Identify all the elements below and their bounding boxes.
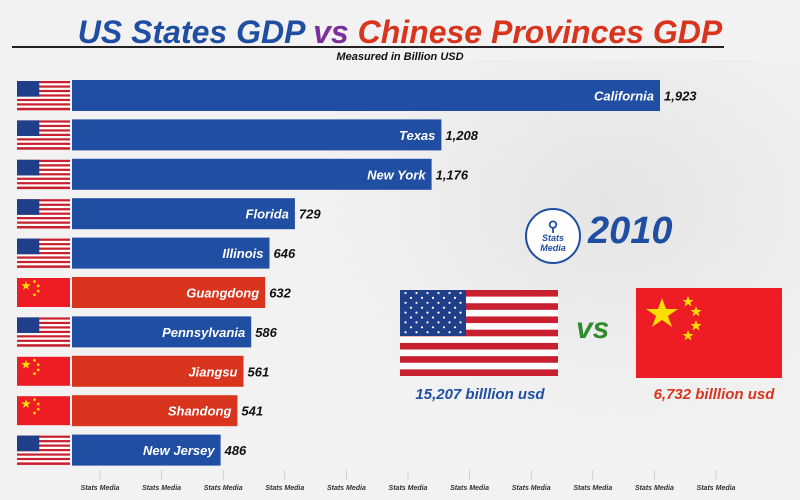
- china-flag-icon: [17, 396, 70, 426]
- footer-watermark-label: Stats Media: [81, 485, 120, 492]
- bar-value-new-york: 1,176: [436, 167, 469, 182]
- us-flag-icon: [17, 120, 70, 150]
- bar-label-florida: Florida: [246, 207, 289, 222]
- bar-value-shandong: 541: [241, 404, 263, 419]
- china-total-gdp: 6,732 billlion usd: [653, 386, 775, 403]
- bar-value-guangdong: 632: [269, 286, 291, 301]
- vs-label: vs: [576, 312, 610, 345]
- bar-label-guangdong: Guangdong: [186, 286, 259, 301]
- bar-value-new-jersey: 486: [224, 443, 247, 458]
- bar-value-jiangsu: 561: [248, 364, 270, 379]
- footer-watermark-label: Stats Media: [389, 485, 428, 492]
- bar-pennsylvania: [72, 316, 252, 348]
- title-vs-part: vs: [313, 14, 349, 50]
- logo-network-icon: ⚲: [547, 218, 559, 234]
- footer-watermark-label: Stats Media: [635, 485, 674, 492]
- bar-guangdong: [72, 277, 266, 308]
- us-flag-icon: [17, 238, 70, 268]
- bar-jiangsu: [72, 355, 244, 387]
- bar-label-california: California: [594, 89, 654, 104]
- bar-label-new-york: New York: [367, 167, 426, 182]
- bar-value-illinois: 646: [274, 246, 296, 261]
- bar-label-jiangsu: Jiangsu: [188, 364, 237, 379]
- bar-illinois: [72, 237, 270, 269]
- bar-value-florida: 729: [299, 207, 321, 222]
- bar-texas: [72, 119, 442, 151]
- bar-label-illinois: Illinois: [222, 246, 263, 261]
- china-flag-icon: [17, 356, 70, 386]
- bar-value-texas: 1,208: [445, 128, 478, 143]
- bar-label-pennsylvania: Pennsylvania: [162, 325, 245, 340]
- chart-title: US States GDP vs Chinese Provinces GDP: [0, 14, 800, 51]
- logo-text-line1: Stats: [541, 233, 564, 243]
- title-us-part: US States GDP: [77, 14, 305, 50]
- stats-media-logo: ⚲ Stats Media: [525, 208, 581, 264]
- logo-text-line2: Media: [540, 243, 566, 253]
- us-flag-icon: [17, 435, 70, 465]
- footer-watermark-label: Stats Media: [142, 485, 181, 492]
- title-underline: [12, 46, 724, 48]
- footer-watermark-label: Stats Media: [265, 485, 304, 492]
- bar-label-texas: Texas: [399, 128, 435, 143]
- bar-value-california: 1,923: [664, 89, 697, 104]
- bar-florida: [72, 198, 295, 230]
- footer-watermark-label: Stats Media: [327, 485, 366, 492]
- us-flag-icon: [400, 290, 558, 376]
- us-flag-icon: [17, 159, 70, 190]
- year-label: 2010: [588, 210, 673, 252]
- us-flag-icon: [17, 81, 70, 111]
- footer-watermark-label: Stats Media: [450, 485, 489, 492]
- china-flag-icon: [636, 288, 782, 378]
- bar-new-york: [72, 158, 432, 190]
- footer-watermark-label: Stats Media: [512, 485, 551, 492]
- footer-watermark-label: Stats Media: [204, 485, 243, 492]
- bar-shandong: [72, 395, 238, 427]
- bar-label-new-jersey: New Jersey: [143, 443, 215, 458]
- bar-value-pennsylvania: 586: [255, 325, 277, 340]
- title-china-part: Chinese Provinces GDP: [357, 14, 723, 50]
- footer-watermark-label: Stats Media: [697, 485, 736, 492]
- us-total-gdp: 15,207 billlion usd: [415, 386, 545, 403]
- footer-watermark-label: Stats Media: [573, 485, 612, 492]
- chart-subtitle: Measured in Billion USD: [336, 51, 464, 63]
- china-flag-icon: [17, 278, 70, 307]
- bar-label-shandong: Shandong: [168, 404, 232, 419]
- bar-new-jersey: [72, 434, 221, 466]
- us-flag-icon: [17, 199, 70, 229]
- us-flag-icon: [17, 317, 70, 347]
- bar-california: [72, 80, 660, 111]
